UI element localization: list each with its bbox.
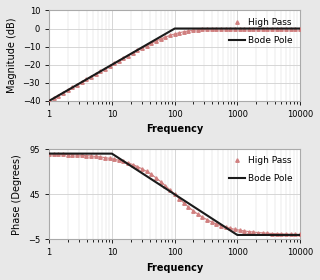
Legend: High Pass, Bode Pole: High Pass, Bode Pole [227, 153, 295, 186]
High Pass [47, 152, 51, 156]
High Pass [298, 233, 302, 236]
Bode Pole [215, 27, 219, 30]
Bode Pole [161, 185, 164, 188]
Bode Pole [47, 152, 51, 155]
High Pass [75, 83, 79, 87]
Bode Pole [195, 207, 199, 211]
Bode Pole [173, 27, 177, 30]
High Pass [47, 99, 51, 102]
High Pass [298, 27, 302, 30]
Bode Pole [47, 99, 51, 102]
Bode Pole [236, 233, 240, 237]
Bode Pole [112, 62, 116, 65]
High Pass [140, 167, 144, 171]
Bode Pole [236, 233, 239, 237]
High Pass [270, 232, 274, 235]
High Pass [94, 73, 98, 76]
Bode Pole [298, 233, 302, 237]
Bode Pole [298, 27, 302, 30]
Line: High Pass: High Pass [47, 152, 302, 236]
Bode Pole [196, 27, 199, 30]
Bode Pole [215, 220, 219, 223]
X-axis label: Frequency: Frequency [146, 124, 203, 134]
Bode Pole [236, 27, 240, 30]
Y-axis label: Magnitude (dB): Magnitude (dB) [7, 18, 17, 94]
Legend: High Pass, Bode Pole: High Pass, Bode Pole [227, 15, 295, 47]
Line: Bode Pole: Bode Pole [49, 29, 300, 101]
Line: High Pass: High Pass [47, 27, 302, 102]
High Pass [108, 157, 111, 160]
Bode Pole [92, 152, 95, 155]
Line: Bode Pole: Bode Pole [49, 153, 300, 235]
Bode Pole [112, 153, 116, 157]
High Pass [293, 233, 297, 236]
X-axis label: Frequency: Frequency [146, 263, 203, 273]
Bode Pole [161, 34, 164, 37]
High Pass [140, 46, 144, 50]
High Pass [75, 153, 79, 157]
High Pass [108, 64, 111, 68]
High Pass [293, 27, 297, 30]
Y-axis label: Phase (Degrees): Phase (Degrees) [12, 154, 22, 235]
High Pass [94, 155, 98, 158]
Bode Pole [92, 74, 95, 77]
High Pass [270, 27, 274, 30]
